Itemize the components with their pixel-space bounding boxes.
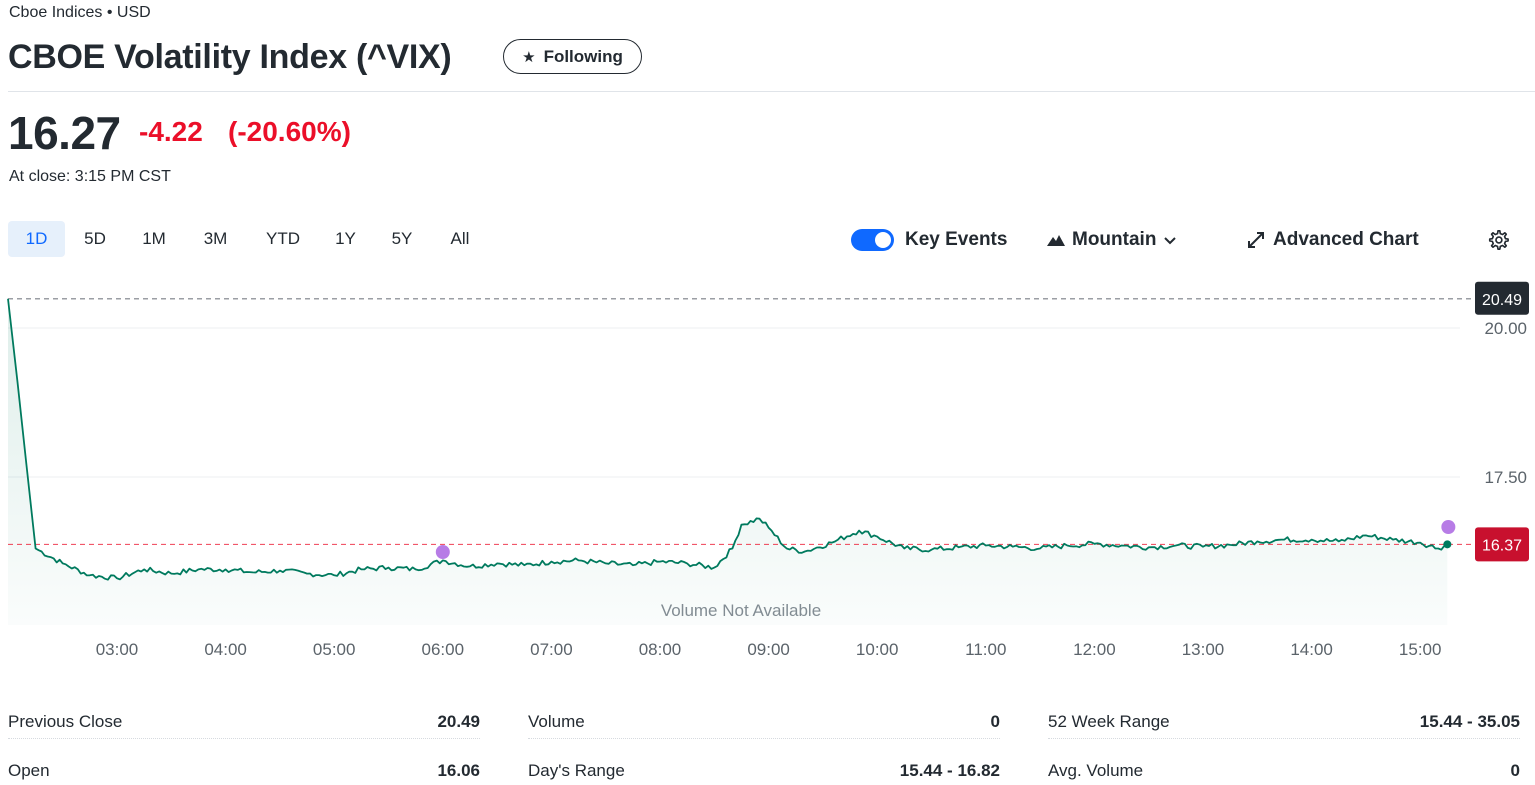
previous-close-badge xyxy=(1475,281,1529,315)
price-change-percent: (-20.60%) xyxy=(228,116,351,147)
expand-icon xyxy=(1248,232,1264,248)
x-tick-label: 11:00 xyxy=(965,640,1006,659)
key-events-label: Key Events xyxy=(905,229,1008,250)
close-time: At close: 3:15 PM CST xyxy=(9,168,171,185)
stat-row: Avg. Volume 0 xyxy=(1048,754,1520,785)
header-divider xyxy=(8,91,1535,92)
chart-type-label: Mountain xyxy=(1072,229,1157,250)
exchange-label: Cboe Indices • USD xyxy=(9,4,151,21)
stat-label: 52 Week Range xyxy=(1048,712,1170,731)
chevron-down-icon xyxy=(1164,237,1177,245)
current-price-badge xyxy=(1475,527,1529,562)
stat-label: Avg. Volume xyxy=(1048,760,1144,780)
chart-type-dropdown[interactable]: Mountain xyxy=(1047,229,1177,251)
range-tab-1d[interactable]: 1D xyxy=(8,221,65,257)
mountain-icon xyxy=(1047,235,1065,246)
stat-label: Day's Range xyxy=(528,760,625,780)
stat-row: Day's Range 15.44 - 16.82 xyxy=(528,754,1000,785)
volume-not-available-label: Volume Not Available xyxy=(661,601,821,620)
follow-button[interactable]: ★ Following xyxy=(503,39,642,74)
stat-value: 0 xyxy=(1510,760,1520,780)
x-tick-label: 12:00 xyxy=(1073,640,1116,659)
x-tick-label: 05:00 xyxy=(313,640,356,659)
range-tab-5y[interactable]: 5Y xyxy=(391,229,413,248)
stat-row: Volume 0 xyxy=(528,706,1000,739)
star-icon: ★ xyxy=(522,48,536,66)
x-tick-label: 06:00 xyxy=(422,640,465,659)
range-tab-all[interactable]: All xyxy=(450,229,470,248)
y-tick-label: 20.00 xyxy=(1484,319,1527,338)
toggle-knob xyxy=(875,232,891,248)
range-tab-1y[interactable]: 1Y xyxy=(335,229,356,248)
range-tab-5d[interactable]: 5D xyxy=(84,229,106,248)
stats-column-1: Previous Close 20.49 Open 16.06 xyxy=(8,706,480,785)
stat-value: 20.49 xyxy=(437,712,480,731)
gear-icon xyxy=(1488,230,1509,250)
price-value: 16.27 xyxy=(8,107,121,159)
stat-row: Open 16.06 xyxy=(8,754,480,785)
stat-value: 0 xyxy=(990,712,1000,731)
stat-label: Open xyxy=(8,760,50,780)
stat-label: Volume xyxy=(528,712,585,731)
x-tick-label: 10:00 xyxy=(856,640,899,659)
x-tick-label: 14:00 xyxy=(1290,640,1333,659)
range-tabs: 1D 5D 1M 3M YTD 1Y 5Y All xyxy=(8,221,489,257)
x-tick-label: 08:00 xyxy=(639,640,682,659)
key-events-toggle[interactable]: Key Events xyxy=(851,229,1007,251)
chart-area-fill xyxy=(8,298,1448,625)
follow-label: Following xyxy=(543,46,623,66)
page-title: CBOE Volatility Index (^VIX) xyxy=(8,38,452,76)
key-event-dot xyxy=(1441,520,1456,534)
key-event-dot xyxy=(435,545,450,559)
price-line xyxy=(7,298,1448,581)
y-tick-label: 17.50 xyxy=(1484,468,1527,487)
stat-row: Previous Close 20.49 xyxy=(8,706,480,739)
current-price-badge-label: 16.37 xyxy=(1482,537,1522,554)
price-chart[interactable]: 20.00 17.50 20.49 16.37 Volume Not Available… xyxy=(0,265,1535,675)
range-tab-ytd[interactable]: YTD xyxy=(266,229,300,248)
stat-value: 15.44 - 35.05 xyxy=(1419,712,1520,731)
range-tab-1m[interactable]: 1M xyxy=(142,229,166,248)
stat-label: Previous Close xyxy=(8,712,123,731)
x-tick-label: 13:00 xyxy=(1182,640,1225,659)
x-tick-label: 04:00 xyxy=(204,640,247,659)
last-price-dot xyxy=(1443,540,1452,549)
x-tick-label: 15:00 xyxy=(1399,640,1442,659)
stat-value: 16.06 xyxy=(437,760,480,780)
x-tick-label: 07:00 xyxy=(530,640,573,659)
previous-close-badge-label: 20.49 xyxy=(1482,292,1522,309)
x-tick-label: 09:00 xyxy=(747,640,790,659)
advanced-chart-label: Advanced Chart xyxy=(1273,229,1419,250)
chart-settings-button[interactable] xyxy=(1487,229,1509,256)
advanced-chart-button[interactable]: Advanced Chart xyxy=(1247,229,1419,251)
range-tab-3m[interactable]: 3M xyxy=(203,229,228,248)
toggle-switch[interactable] xyxy=(851,229,894,251)
stat-row: 52 Week Range 15.44 - 35.05 xyxy=(1048,706,1520,739)
price-change: -4.22 xyxy=(139,116,203,147)
x-tick-label: 03:00 xyxy=(96,640,139,659)
stats-column-2: Volume 0 Day's Range 15.44 - 16.82 xyxy=(528,706,1000,785)
stat-value: 15.44 - 16.82 xyxy=(899,760,1000,780)
stats-column-3: 52 Week Range 15.44 - 35.05 Avg. Volume 0 xyxy=(1048,706,1520,785)
